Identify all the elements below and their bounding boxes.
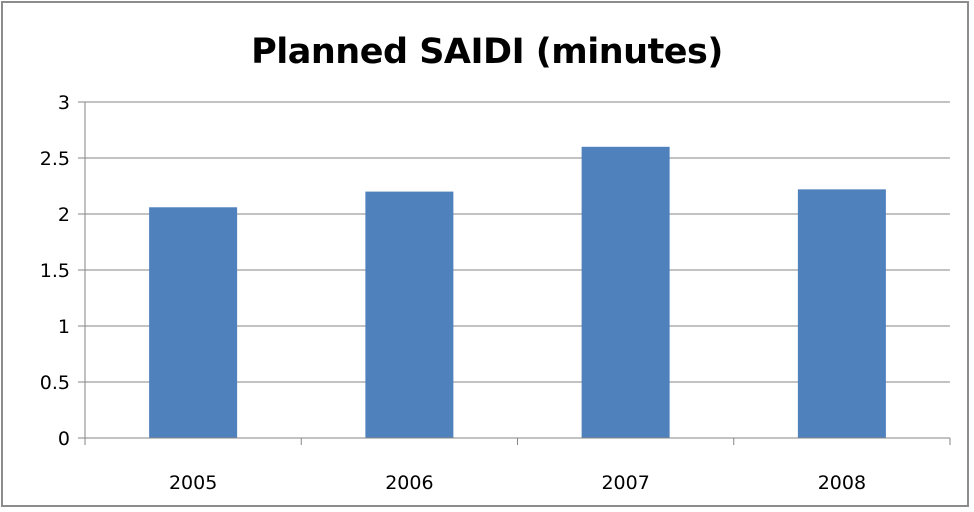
bar: [581, 146, 670, 439]
bar: [365, 191, 454, 438]
x-tick-label: 2005: [169, 472, 217, 494]
axes: [78, 101, 951, 445]
x-tick-label: 2006: [385, 472, 433, 494]
y-tick-label: 0.5: [40, 372, 70, 394]
bar: [797, 189, 886, 438]
y-tick-label: 2.5: [40, 148, 70, 170]
axis-labels: 0 0.5 1 1.5 2 2.5 3 2005 2006 2007 2008: [40, 92, 866, 494]
y-tick-label: 1: [58, 316, 70, 338]
x-tick-label: 2008: [818, 472, 866, 494]
chart-title: Planned SAIDI (minutes): [251, 32, 723, 72]
y-tick-label: 3: [58, 92, 70, 114]
y-tick-label: 1.5: [40, 260, 70, 282]
bar: [149, 207, 238, 438]
y-tick-label: 0: [58, 428, 70, 450]
y-tick-label: 2: [58, 204, 70, 226]
x-tick-label: 2007: [601, 472, 649, 494]
bars: [149, 146, 886, 439]
